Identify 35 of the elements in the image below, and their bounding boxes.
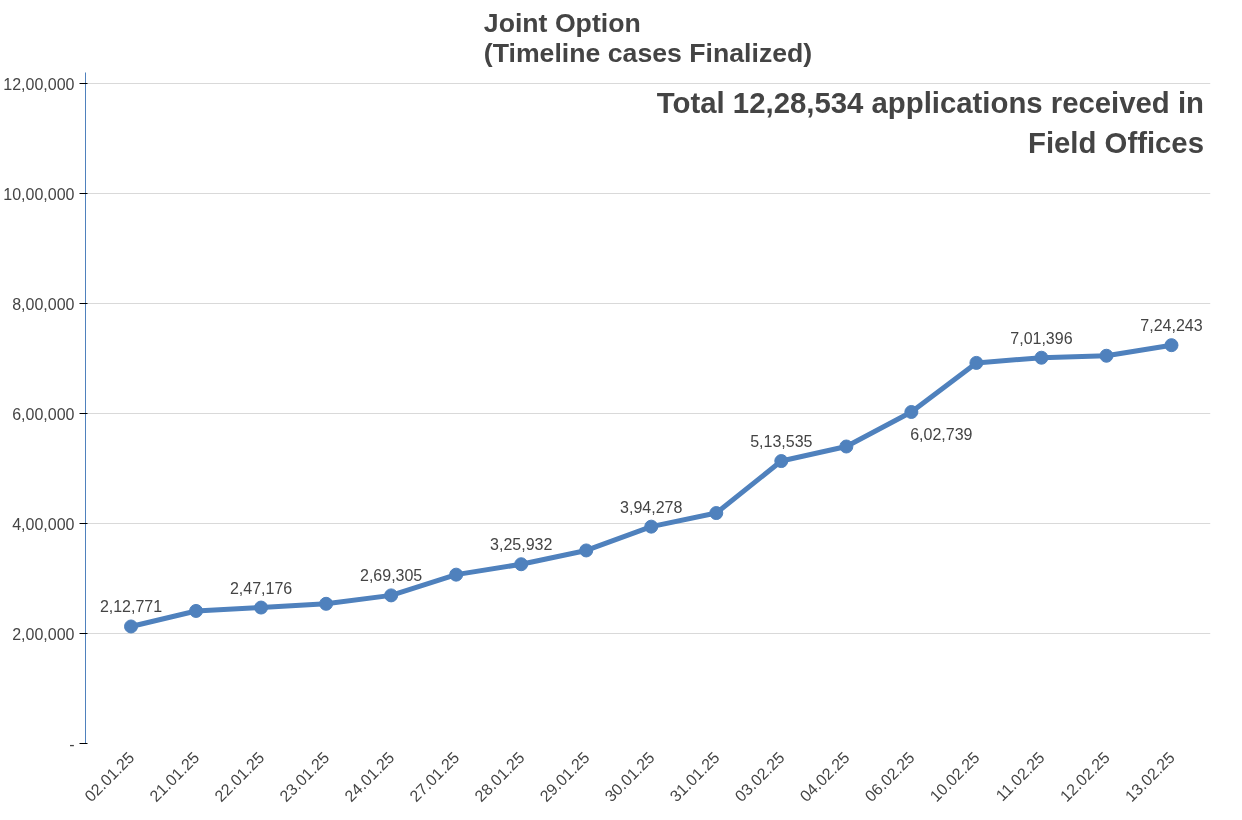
point (1099, 348, 1114, 363)
point (1034, 350, 1049, 365)
data-label: 2,47,176 (229, 579, 293, 597)
data-label: 3,25,932 (490, 536, 553, 554)
point (904, 405, 919, 419)
point (839, 439, 854, 454)
y-tick-label: 2,00,000 (12, 625, 75, 643)
chart-title: Joint Option (Timeline cases Finalized) (483, 7, 813, 68)
point (254, 600, 269, 615)
y-tick-label: 8,00,000 (12, 295, 75, 313)
point (189, 603, 204, 618)
point (1164, 338, 1179, 353)
y-tick-label: 12,00,000 (3, 75, 75, 93)
y-tick-label: 6,00,000 (12, 405, 75, 423)
data-label: 5,13,535 (750, 433, 813, 451)
point (514, 557, 529, 572)
data-label: 2,69,305 (360, 567, 423, 585)
data-label: 3,94,278 (620, 498, 683, 516)
data-label: 6,02,739 (910, 425, 973, 443)
data-label: 2,12,771 (99, 598, 163, 616)
point (319, 596, 334, 611)
point (124, 619, 139, 634)
data-label: 7,01,396 (1010, 329, 1073, 347)
data-label: 7,24,243 (1140, 317, 1203, 335)
point (579, 543, 594, 558)
point (644, 519, 659, 534)
point (969, 355, 984, 370)
annotation: Total 12,28,534 applications received in Field Offices (656, 85, 1204, 159)
y-tick-label: - (69, 735, 75, 753)
point (774, 454, 789, 469)
y-tick-label: 10,00,000 (3, 185, 75, 203)
y-tick-label: 4,00,000 (12, 515, 75, 533)
point (384, 588, 399, 603)
point (709, 506, 724, 521)
point (449, 567, 464, 582)
